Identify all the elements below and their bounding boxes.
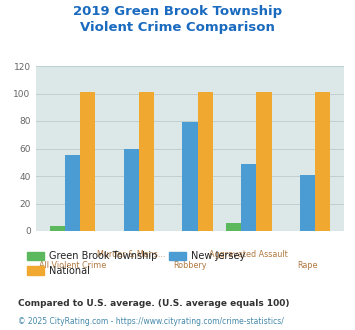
Bar [50, 225, 65, 231]
Bar [241, 164, 256, 231]
Bar [198, 92, 213, 231]
Text: 2019 Green Brook Township
Violent Crime Comparison: 2019 Green Brook Township Violent Crime … [73, 5, 282, 34]
Legend: Green Brook Township, National, New Jersey: Green Brook Township, National, New Jers… [23, 248, 250, 280]
Bar [315, 92, 330, 231]
Bar [226, 223, 241, 231]
Text: Aggravated Assault: Aggravated Assault [209, 250, 288, 259]
Text: Robbery: Robbery [173, 261, 207, 270]
Bar [182, 122, 198, 231]
Bar [80, 92, 95, 231]
Text: Murder & Mans...: Murder & Mans... [97, 250, 165, 259]
Text: Rape: Rape [297, 261, 318, 270]
Text: © 2025 CityRating.com - https://www.cityrating.com/crime-statistics/: © 2025 CityRating.com - https://www.city… [18, 317, 284, 326]
Bar [65, 155, 80, 231]
Text: Compared to U.S. average. (U.S. average equals 100): Compared to U.S. average. (U.S. average … [18, 299, 289, 308]
Bar [139, 92, 154, 231]
Text: All Violent Crime: All Violent Crime [39, 261, 106, 270]
Bar [256, 92, 272, 231]
Bar [300, 175, 315, 231]
Bar [124, 148, 139, 231]
